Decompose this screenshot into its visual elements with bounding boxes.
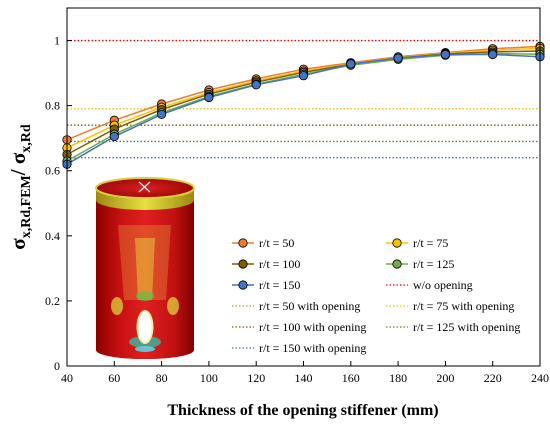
y-tick-label: 0.6 (45, 164, 60, 178)
point-r-t-150 (157, 109, 167, 120)
x-tick-label: 120 (247, 371, 265, 385)
x-tick-label: 160 (342, 371, 360, 385)
legend-item-w-o-opening: w/o opening (386, 278, 473, 292)
legend-item-r-t-150-with-opening: r/t = 150 with opening (232, 341, 366, 355)
legend-marker (238, 259, 248, 269)
y-tick-label: 1 (54, 34, 60, 48)
legend-item-r-t-100: r/t = 100 (232, 257, 300, 271)
legend-marker (238, 280, 248, 290)
x-tick-label: 180 (389, 371, 407, 385)
legend: r/t = 50 r/t = 75 r/t = 100 r/t = 125 r/t = … (232, 236, 520, 355)
y-axis-title: σx,Rd,FEM/ σx,Rd (6, 124, 34, 250)
legend-item-r-t-100-with-opening: r/t = 100 with opening (232, 320, 366, 334)
x-tick-label: 140 (295, 371, 313, 385)
y-axis: 0 0.2 0.4 0.6 0.8 1 (45, 34, 72, 373)
point-r-t-150 (488, 49, 498, 60)
point-r-t-150 (440, 49, 450, 60)
legend-label: r/t = 125 (413, 257, 454, 271)
point-r-t-150 (346, 59, 356, 69)
legend-item-r-t-125-with-opening: r/t = 125 with opening (386, 320, 520, 334)
y-tick-label: 0.8 (45, 99, 60, 113)
legend-label: r/t = 150 (259, 278, 300, 292)
x-tick-label: 60 (108, 371, 120, 385)
point-r-t-150 (204, 92, 214, 103)
point-r-t-150 (298, 71, 309, 81)
legend-label: w/o opening (413, 278, 473, 292)
x-axis-title: Thickness of the opening stiffener (mm) (167, 402, 438, 419)
legend-label: r/t = 50 with opening (259, 299, 360, 313)
legend-label: r/t = 100 with opening (259, 320, 366, 334)
x-tick-label: 220 (484, 371, 502, 385)
legend-item-r-t-75-with-opening: r/t = 75 with opening (386, 299, 514, 313)
legend-item-r-t-150: r/t = 150 (232, 278, 300, 292)
x-tick-label: 100 (200, 371, 218, 385)
legend-label: r/t = 150 with opening (259, 341, 366, 355)
cylinder-fem-model-with-opening (95, 177, 195, 359)
y-tick-label: 0.4 (45, 229, 60, 243)
legend-label: r/t = 50 (259, 236, 294, 250)
x-axis: 40 60 80 100 120 140 160 180 200 220 240 (61, 361, 549, 385)
point-r-t-150 (393, 53, 403, 63)
legend-label: r/t = 75 (413, 236, 448, 250)
x-tick-label: 80 (156, 371, 168, 385)
legend-marker (392, 259, 402, 269)
y-tick-label: 0.2 (45, 294, 60, 308)
legend-item-r-t-50: r/t = 50 (232, 236, 294, 250)
legend-marker (392, 238, 402, 248)
legend-label: r/t = 125 with opening (413, 320, 520, 334)
x-tick-label: 40 (61, 371, 73, 385)
legend-item-r-t-75: r/t = 75 (386, 236, 448, 250)
legend-item-r-t-125: r/t = 125 (386, 257, 454, 271)
y-tick-label: 0 (54, 359, 60, 373)
series-points (62, 41, 545, 169)
x-tick-label: 240 (531, 371, 549, 385)
legend-label: r/t = 100 (259, 257, 300, 271)
x-tick-label: 200 (436, 371, 454, 385)
point-r-t-150 (109, 131, 119, 142)
legend-item-r-t-50-with-opening: r/t = 50 with opening (232, 299, 360, 313)
point-r-t-150 (251, 80, 261, 90)
legend-marker (238, 238, 248, 248)
legend-label: r/t = 75 with opening (413, 299, 514, 313)
